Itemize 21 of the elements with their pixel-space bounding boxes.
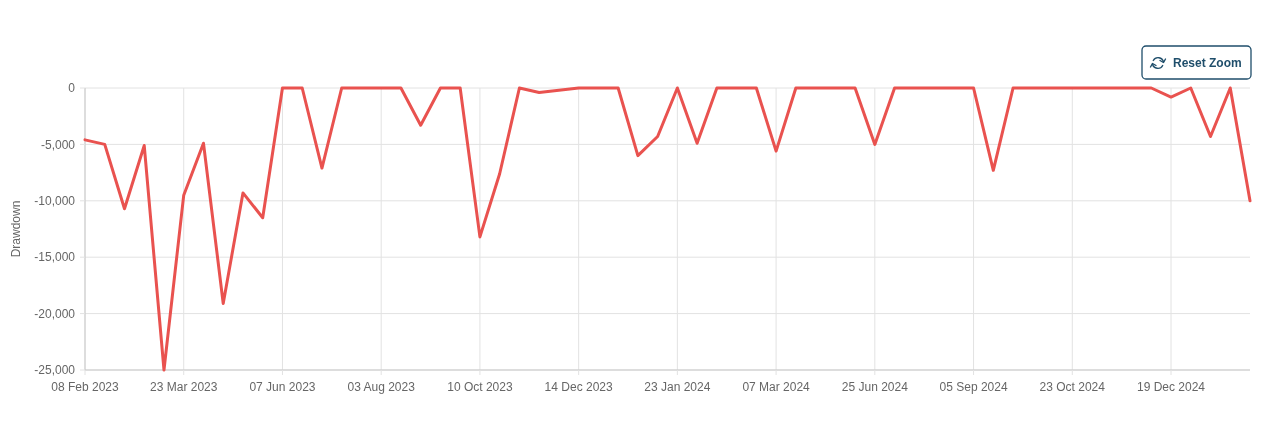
y-axis-title: Drawdown [9, 200, 23, 258]
x-tick-label: 10 Oct 2023 [447, 380, 513, 394]
x-tick-label: 07 Jun 2023 [249, 380, 316, 394]
y-tick-label: -20,000 [34, 306, 76, 321]
x-tick-label: 25 Jun 2024 [841, 380, 909, 394]
y-tick-label: -10,000 [34, 194, 76, 208]
x-tick-label: 08 Feb 2023 [51, 380, 120, 394]
x-tick-label: 07 Mar 2024 [742, 380, 811, 394]
x-tick-label: 05 Sep 2024 [939, 380, 1008, 394]
y-tick-label: -25,000 [34, 363, 76, 378]
x-tick-label: 03 Aug 2023 [347, 380, 416, 394]
y-tick-label: -15,000 [34, 250, 76, 265]
reset-zoom-button: Reset Zoom [1141, 45, 1252, 80]
x-tick-label: 23 Mar 2023 [150, 380, 218, 394]
x-tick-label: 14 Dec 2023 [544, 380, 613, 394]
y-tick-label: -5,000 [40, 137, 76, 152]
x-tick-label: 23 Jan 2024 [644, 380, 711, 394]
line-series [83, 86, 1252, 372]
x-tick-label: 19 Dec 2024 [1136, 380, 1206, 394]
y-tick-label: 0 [68, 81, 76, 96]
x-tick-label: 23 Oct 2024 [1039, 380, 1106, 394]
